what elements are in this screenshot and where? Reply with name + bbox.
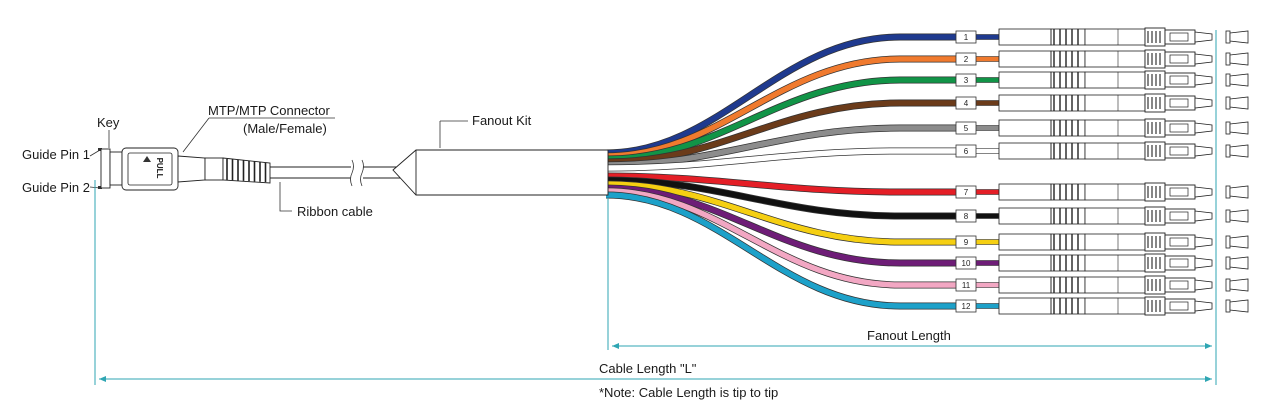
lc-connector [998, 206, 1213, 226]
fiber-leg [605, 56, 960, 159]
connector-pull-stamp: PULL [155, 158, 164, 179]
fiber-leg-outline [605, 191, 960, 310]
fiber-number-label: 10 [962, 259, 971, 268]
fiber-legs [605, 33, 1000, 310]
ribbon-cable [270, 159, 410, 187]
leader-lines [89, 117, 468, 212]
fiber-number-label: 2 [964, 55, 969, 64]
fiber-leg [605, 100, 960, 165]
fiber-number-label: 9 [964, 238, 969, 247]
fiber-leg [605, 148, 960, 171]
dust-cap [1225, 185, 1249, 199]
key-label: Key [97, 115, 120, 130]
mtp-connector: PULL [98, 147, 271, 191]
fiber-number-label: 3 [964, 76, 969, 85]
fiber-tail [974, 125, 1000, 131]
cable-length-label: Cable Length "L" [599, 361, 697, 376]
fiber-number-label: 1 [964, 33, 969, 42]
fiber-leg [605, 125, 960, 168]
dust-cap [1225, 96, 1249, 110]
fiber-number-tag [955, 278, 977, 292]
dust-cap [1225, 209, 1249, 223]
fiber-tail [974, 100, 1000, 106]
fiber-leg [605, 173, 960, 195]
dust-cap [1225, 235, 1249, 249]
fanout-length-label: Fanout Length [867, 328, 951, 343]
ribbon-cable-label: Ribbon cable [297, 204, 373, 219]
fiber-number-tag [955, 209, 977, 223]
fiber-number-tag [955, 185, 977, 199]
fiber-number-label: 8 [964, 212, 969, 221]
fiber-leg [605, 192, 960, 309]
note-text: *Note: Cable Length is tip to tip [599, 385, 778, 400]
fiber-tail [974, 148, 1000, 154]
guide-pin-1 [98, 148, 102, 151]
fiber-number-label: 4 [964, 99, 969, 108]
lc-connector [998, 27, 1213, 47]
fiber-tail [974, 34, 1000, 40]
dust-cap [1225, 256, 1249, 270]
fiber-number-label: 7 [964, 188, 969, 197]
fiber-leg [605, 188, 960, 288]
fiber-leg [605, 181, 960, 245]
dust-cap [1225, 278, 1249, 292]
fiber-tail [974, 260, 1000, 266]
dust-cap [1225, 144, 1249, 158]
fiber-number-tag [955, 96, 977, 110]
dimension-lines [94, 30, 1217, 385]
connector-label: MTP/MTP Connector [208, 103, 331, 118]
fiber-number-label: 6 [964, 147, 969, 156]
fiber-tail [974, 213, 1000, 219]
fanout-kit-label: Fanout Kit [472, 113, 532, 128]
dust-cap [1225, 52, 1249, 66]
lc-connector [998, 296, 1213, 316]
fiber-leg [605, 77, 960, 162]
fiber-tail [974, 189, 1000, 195]
lc-connector [998, 118, 1213, 138]
lc-connector [998, 182, 1213, 202]
lc-connector [998, 253, 1213, 273]
dust-cap [1225, 121, 1249, 135]
fiber-number-tag [955, 121, 977, 135]
fiber-tail [974, 239, 1000, 245]
fiber-number-tag [955, 73, 977, 87]
fiber-number-tag [955, 256, 977, 270]
fiber-number-tag [955, 144, 977, 158]
fiber-tail [974, 77, 1000, 83]
lc-connector [998, 275, 1213, 295]
fiber-leg [605, 177, 960, 219]
fanout-kit-body [392, 149, 609, 196]
fiber-tail [974, 282, 1000, 288]
dust-cap [1225, 30, 1249, 44]
lc-connector [998, 93, 1213, 113]
guide-pin-2-label: Guide Pin 2 [22, 180, 90, 195]
fiber-tail [974, 56, 1000, 62]
fiber-leg [605, 34, 960, 156]
guide-pin-2 [98, 186, 102, 189]
fiber-number-tag [955, 299, 977, 313]
fiber-number-label: 11 [962, 281, 971, 290]
fiber-tail [974, 303, 1000, 309]
guide-pin-1-label: Guide Pin 1 [22, 147, 90, 162]
dust-cap [1225, 299, 1249, 313]
fiber-number-tag [955, 52, 977, 66]
fiber-number-label: 5 [964, 124, 969, 133]
lc-connector [998, 70, 1213, 90]
lc-connector [998, 49, 1213, 69]
fiber-number-tag [955, 235, 977, 249]
lc-connector [998, 141, 1213, 161]
fiber-number-tag [955, 30, 977, 44]
dust-cap [1225, 73, 1249, 87]
fiber-leg [605, 185, 960, 266]
fiber-number-label: 12 [962, 302, 971, 311]
lc-connector [998, 232, 1213, 252]
connector-sublabel: (Male/Female) [243, 121, 327, 136]
fiber-leg-outline [605, 33, 960, 157]
